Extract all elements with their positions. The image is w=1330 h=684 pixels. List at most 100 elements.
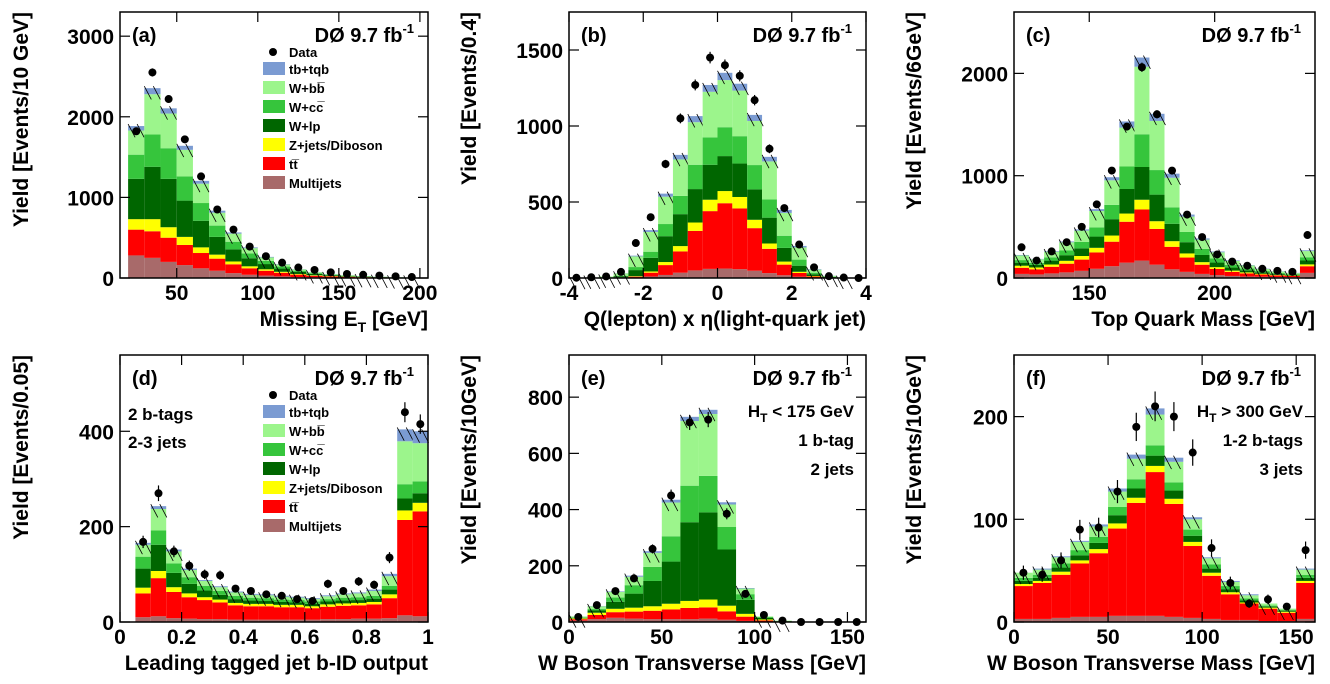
bar-wbb: [658, 197, 673, 224]
data-marker: [632, 239, 640, 247]
bar-zjets: [1210, 267, 1225, 269]
legend-item-wbb: W+bb̅: [263, 424, 325, 439]
data-point: [343, 270, 351, 278]
data-point: [1123, 123, 1131, 131]
data-marker: [1138, 63, 1146, 71]
panel-label: (e): [581, 368, 605, 390]
legend-label-data: Data: [289, 45, 318, 60]
bar-zjets: [1165, 241, 1180, 247]
legend-item-wbb: W+bb̅: [263, 81, 325, 96]
x-tick-label: 0: [563, 626, 575, 649]
data-marker: [1168, 167, 1176, 175]
data-marker: [309, 597, 317, 605]
data-marker: [667, 492, 675, 500]
y-tick-label: 500: [528, 192, 563, 215]
bar-wcc: [718, 527, 737, 549]
x-tick-label: 1: [422, 626, 434, 649]
bar-wlp: [161, 179, 177, 227]
x-tick-label: 0.8: [352, 626, 382, 649]
bar-wcc: [1210, 258, 1225, 262]
bar-ttbar: [289, 607, 304, 619]
bar-zjets: [1104, 236, 1119, 242]
bar-tb: [718, 502, 737, 504]
data-marker: [1189, 449, 1197, 457]
annotation-jets: 2-3 jets: [128, 433, 187, 452]
bar-wlp: [166, 573, 181, 587]
bar-ttbar: [703, 211, 718, 269]
bar-wbb: [161, 114, 177, 149]
data-point: [155, 485, 163, 501]
bar-ttbar: [228, 605, 243, 619]
data-point: [324, 580, 332, 589]
panel-label: (c): [1026, 25, 1050, 47]
data-point: [825, 272, 833, 280]
data-marker: [751, 96, 759, 104]
legend-swatch-tb: [263, 405, 285, 418]
bar-wlp: [662, 562, 681, 604]
experiment-label: DØ 9.7 fb-1: [315, 21, 414, 47]
bar-tb: [1014, 255, 1029, 256]
bar-multijets: [144, 258, 160, 278]
bar-zjets: [177, 237, 193, 245]
data-point: [1170, 402, 1178, 431]
bar-wcc: [1108, 507, 1127, 515]
bar-wbb: [703, 92, 718, 138]
bar-ttbar: [1255, 275, 1270, 277]
bar-wlp: [1165, 491, 1184, 499]
luminosity-exponent: -1: [1289, 364, 1301, 379]
bar-tb: [732, 84, 747, 91]
annotation-jets: 2 jets: [811, 460, 854, 479]
data-marker: [1170, 413, 1178, 421]
bar-multijets: [193, 268, 209, 278]
bar-ttbar: [135, 593, 150, 617]
bar-wlp: [777, 248, 792, 262]
data-marker: [574, 613, 582, 621]
bar-zjets: [161, 227, 177, 237]
data-point: [401, 402, 409, 422]
bar-wcc: [688, 165, 703, 189]
data-marker: [1018, 243, 1026, 251]
data-point: [765, 144, 773, 153]
bar-wcc: [1165, 207, 1180, 223]
bar-wlp: [177, 201, 193, 237]
x-axis-label-main: Top Quark Mass [GeV]: [1091, 308, 1315, 331]
bar-multijets: [151, 616, 166, 622]
bar-multijets: [413, 616, 428, 622]
x-tick-label: -2: [634, 282, 653, 305]
legend-label-multijets: Multijets: [289, 519, 342, 534]
data-marker: [795, 241, 803, 249]
bar-ttbar: [792, 273, 807, 277]
data-point: [1093, 200, 1101, 208]
legend-label-wlp: W+lp: [289, 119, 320, 134]
bar-wbb: [762, 161, 777, 199]
bar-wlp: [732, 164, 747, 197]
data-marker: [213, 205, 221, 213]
bar-wcc: [1296, 575, 1315, 578]
y-tick-label: 0: [102, 612, 114, 635]
data-point: [278, 592, 286, 600]
bar-wcc: [144, 135, 160, 167]
y-tick-label: 3000: [67, 26, 114, 49]
bar-zjets: [718, 191, 733, 203]
bar-tb: [212, 586, 227, 587]
data-marker: [1151, 402, 1159, 410]
y-tick-label: 0: [102, 268, 114, 291]
legend-item-multijets: Multijets: [263, 519, 342, 534]
panel-label: (a): [132, 25, 156, 47]
bar-wcc: [1089, 537, 1108, 543]
bar-wcc: [673, 196, 688, 214]
data-marker: [1019, 569, 1027, 577]
data-marker: [370, 581, 378, 589]
bar-ttbar: [1134, 209, 1149, 260]
experiment-name: DØ 9.7 fb: [1202, 25, 1290, 47]
bar-ttbar: [193, 253, 209, 268]
bar-ttbar: [243, 606, 258, 619]
data-point: [617, 268, 625, 276]
bar-wlp: [1134, 167, 1149, 200]
data-marker: [165, 95, 173, 103]
bar-wlp: [736, 600, 755, 614]
